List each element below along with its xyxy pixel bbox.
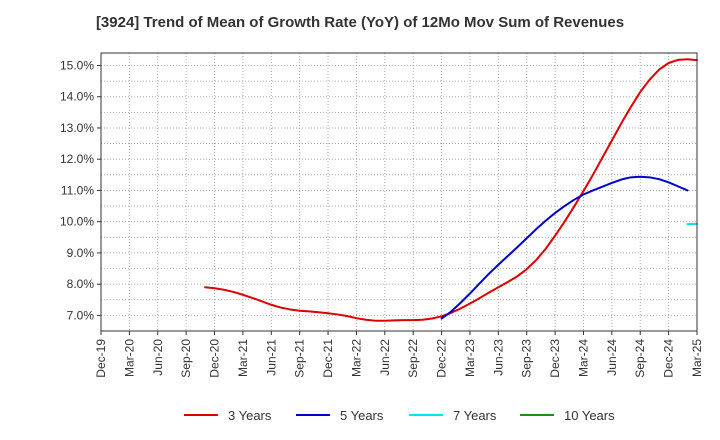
x-tick-label: Dec-24 [662, 339, 676, 378]
legend-label-3-years: 3 Years [228, 407, 272, 423]
series-line-3-years [204, 58, 698, 322]
y-tick-label: 11.0% [61, 183, 94, 197]
y-tick-label: 14.0% [60, 90, 94, 104]
x-tick-label: Mar-25 [690, 339, 704, 377]
x-tick-label: Mar-22 [349, 339, 363, 377]
x-tick-label: Sep-24 [633, 339, 647, 378]
x-tick-label: Mar-23 [463, 339, 477, 377]
plot-area [101, 53, 697, 331]
y-tick-label: 8.0% [67, 277, 95, 291]
series-line-5-years [440, 175, 689, 320]
x-tick-label: Sep-21 [293, 339, 307, 378]
y-tick-label: 9.0% [67, 246, 95, 260]
chart-title: [3924] Trend of Mean of Growth Rate (YoY… [95, 14, 625, 31]
x-tick-label: Jun-22 [378, 339, 392, 376]
y-tick-label: 10.0% [60, 215, 94, 229]
y-tick-label: 13.0% [60, 121, 94, 135]
legend-swatch-5-years [296, 414, 330, 416]
x-tick-label: Jun-24 [605, 339, 619, 376]
x-tick-label: Mar-24 [576, 339, 590, 377]
legend-item-10-years: 10 Years [520, 404, 615, 426]
y-tick-label: 12.0% [60, 152, 94, 166]
legend: 3 Years 5 Years 7 Years 10 Years [0, 404, 720, 426]
legend-label-7-years: 7 Years [453, 407, 497, 423]
x-tick-label: Dec-20 [208, 339, 222, 378]
x-tick-label: Sep-22 [406, 339, 420, 378]
legend-swatch-3-years [184, 414, 218, 416]
legend-item-5-years: 5 Years [296, 404, 383, 426]
y-tick-label: 15.0% [60, 58, 94, 72]
x-tick-label: Mar-20 [122, 339, 136, 377]
x-tick-label: Sep-20 [179, 339, 193, 378]
x-tick-label: Dec-23 [548, 339, 562, 378]
legend-swatch-10-years [520, 414, 554, 416]
legend-label-10-years: 10 Years [564, 407, 615, 423]
x-tick-label: Dec-22 [435, 339, 449, 378]
x-tick-label: Sep-23 [520, 339, 534, 378]
x-tick-label: Jun-23 [491, 339, 505, 376]
x-tick-label: Mar-21 [236, 339, 250, 377]
legend-label-5-years: 5 Years [340, 407, 384, 423]
x-tick-label: Jun-20 [151, 339, 165, 376]
x-tick-label: Jun-21 [264, 339, 278, 376]
legend-item-7-years: 7 Years [409, 404, 496, 426]
chart-plot: 7.0% 8.0% 9.0% 10.0% 11.0% 12.0% 13.0% 14.0% 15.… [60, 52, 704, 378]
x-tick-label: Dec-21 [321, 339, 335, 378]
y-tick-label: 7.0% [67, 308, 95, 322]
legend-item-3-years: 3 Years [184, 404, 271, 426]
x-tick-label: Dec-19 [94, 339, 108, 378]
legend-swatch-7-years [409, 414, 443, 416]
plot-frame [100, 52, 698, 332]
